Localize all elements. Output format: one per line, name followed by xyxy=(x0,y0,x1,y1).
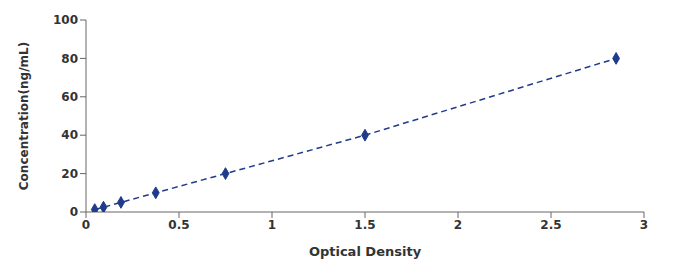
svg-text:Concentration(ng/mL): Concentration(ng/mL) xyxy=(17,42,31,190)
svg-text:2: 2 xyxy=(454,218,462,232)
svg-text:1.5: 1.5 xyxy=(354,218,375,232)
svg-text:100: 100 xyxy=(53,13,78,27)
svg-text:2.5: 2.5 xyxy=(540,218,561,232)
svg-text:0: 0 xyxy=(70,205,78,219)
svg-text:60: 60 xyxy=(61,90,78,104)
svg-text:80: 80 xyxy=(61,52,78,66)
svg-text:20: 20 xyxy=(61,167,78,181)
svg-text:1: 1 xyxy=(268,218,276,232)
svg-text:0.5: 0.5 xyxy=(168,218,189,232)
svg-text:3: 3 xyxy=(640,218,648,232)
svg-text:0: 0 xyxy=(82,218,90,232)
svg-text:40: 40 xyxy=(61,128,78,142)
svg-text:Optical Density: Optical Density xyxy=(309,244,422,259)
